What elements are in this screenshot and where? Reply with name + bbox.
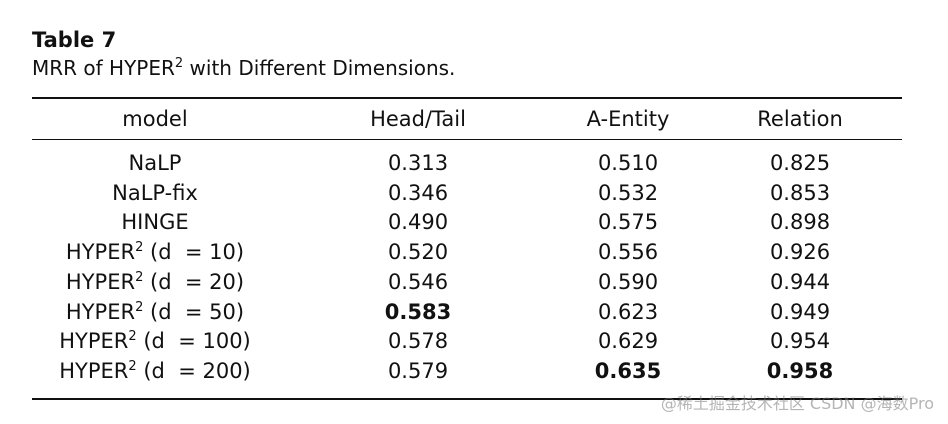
model-superscript: 2 xyxy=(135,299,144,315)
cell-model: HYPER2 (d = 20) xyxy=(32,268,278,298)
table-caption: Table 7 MRR of HYPER2 with Different Dim… xyxy=(32,26,455,82)
table-body: NaLP 0.313 0.510 0.825 NaLP-fix 0.346 0.532 0.8… xyxy=(32,139,902,387)
bottom-rule xyxy=(32,398,902,400)
model-superscript: 2 xyxy=(135,240,144,256)
model-name: HYPER xyxy=(65,269,136,294)
watermark: @稀土掘金技术社区 CSDN @海数Pro xyxy=(660,394,934,413)
model-name: HYPER xyxy=(65,240,136,265)
header-a-entity: A-Entity xyxy=(586,107,670,131)
top-rule xyxy=(32,97,902,99)
table-row: NaLP 0.313 0.510 0.825 xyxy=(32,139,902,179)
model-dimension: (d = 20) xyxy=(143,269,245,294)
model-dimension: (d = 100) xyxy=(136,329,251,354)
cell-model: HINGE xyxy=(32,208,278,238)
table-row: HINGE 0.490 0.575 0.898 xyxy=(32,208,902,238)
cell-a-entity: 0.556 xyxy=(597,240,659,265)
cell-relation: 0.944 xyxy=(769,269,831,294)
cell-relation: 0.825 xyxy=(769,151,831,175)
cell-head-tail: 0.583 xyxy=(384,299,452,324)
cell-relation: 0.926 xyxy=(769,240,831,265)
table-row: HYPER2 (d = 200) 0.579 0.635 0.958 xyxy=(32,357,902,387)
title-suffix: with Different Dimensions. xyxy=(183,56,456,80)
model-dimension: (d = 10) xyxy=(143,240,245,265)
table-label: Table 7 xyxy=(32,28,117,52)
model-name: HYPER xyxy=(59,329,129,354)
cell-head-tail: 0.346 xyxy=(387,180,449,205)
model-superscript: 2 xyxy=(128,329,137,345)
title-superscript: 2 xyxy=(174,56,184,71)
cell-a-entity: 0.510 xyxy=(597,151,659,175)
table-row: NaLP-fix 0.346 0.532 0.853 xyxy=(32,179,902,209)
model-name: HYPER xyxy=(59,358,129,383)
header-model: model xyxy=(122,107,188,131)
model-name: NaLP xyxy=(128,151,182,175)
cell-head-tail: 0.579 xyxy=(387,358,449,383)
model-dimension: (d = 50) xyxy=(143,299,245,324)
table-row: HYPER2 (d = 10) 0.520 0.556 0.926 xyxy=(32,238,902,268)
table-row: HYPER2 (d = 20) 0.546 0.590 0.944 xyxy=(32,268,902,298)
table-title: MRR of HYPER2 with Different Dimensions. xyxy=(32,54,455,82)
model-superscript: 2 xyxy=(135,269,144,285)
table-row: HYPER2 (d = 50) 0.583 0.623 0.949 xyxy=(32,298,902,328)
cell-head-tail: 0.490 xyxy=(387,210,449,235)
cell-model: HYPER2 (d = 100) xyxy=(32,327,278,357)
cell-a-entity: 0.575 xyxy=(597,210,659,235)
model-name: HINGE xyxy=(121,210,189,235)
cell-relation: 0.853 xyxy=(769,180,831,205)
cell-a-entity: 0.635 xyxy=(594,358,662,383)
cell-head-tail: 0.578 xyxy=(387,329,449,354)
model-name: HYPER xyxy=(65,299,136,324)
cell-relation: 0.898 xyxy=(769,210,831,235)
header-row: model Head/Tail A-Entity Relation xyxy=(32,99,902,139)
cell-model: HYPER2 (d = 10) xyxy=(32,238,278,268)
header-relation: Relation xyxy=(757,107,843,131)
cell-model: NaLP-fix xyxy=(32,179,278,209)
cell-a-entity: 0.629 xyxy=(597,329,659,354)
title-prefix: MRR of HYPER xyxy=(32,56,175,80)
cell-a-entity: 0.590 xyxy=(597,269,659,294)
cell-relation: 0.954 xyxy=(769,329,831,354)
cell-model: NaLP xyxy=(32,139,278,179)
model-dimension: (d = 200) xyxy=(136,358,251,383)
cell-relation: 0.958 xyxy=(766,358,834,383)
header-rule xyxy=(32,139,902,140)
cell-head-tail: 0.313 xyxy=(387,151,449,175)
cell-head-tail: 0.546 xyxy=(387,269,449,294)
model-superscript: 2 xyxy=(128,358,137,374)
model-name: NaLP-fix xyxy=(112,180,198,205)
cell-a-entity: 0.623 xyxy=(597,299,659,324)
header-head-tail: Head/Tail xyxy=(370,107,466,131)
cell-head-tail: 0.520 xyxy=(387,240,449,265)
cell-relation: 0.949 xyxy=(769,299,831,324)
table-row: HYPER2 (d = 100) 0.578 0.629 0.954 xyxy=(32,327,902,357)
cell-model: HYPER2 (d = 200) xyxy=(32,357,278,387)
cell-model: HYPER2 (d = 50) xyxy=(32,298,278,328)
results-table: model Head/Tail A-Entity Relation NaLP 0.… xyxy=(32,99,902,387)
cell-a-entity: 0.532 xyxy=(597,180,659,205)
